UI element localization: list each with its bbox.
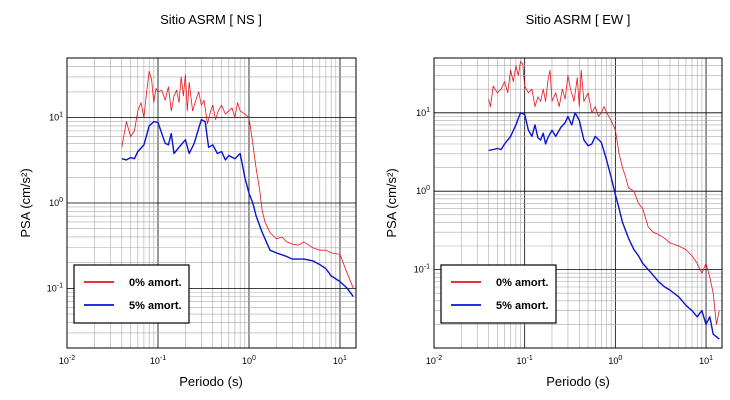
y-tick-label: 10-1 <box>47 282 63 293</box>
x-axis-label: Periodo (s) <box>546 374 610 389</box>
legend-label: 5% amort. <box>496 300 549 312</box>
legend: 0% amort. 5% amort. <box>440 264 557 324</box>
x-tick-label: 100 <box>242 355 256 366</box>
series-lines <box>488 61 720 340</box>
series-line-damping-5 <box>488 112 720 340</box>
chart-title: Sitio ASRM [ EW ] <box>526 12 631 27</box>
y-axis-label: PSA (cm/s²) <box>18 168 33 237</box>
x-tick-label: 101 <box>699 355 713 366</box>
legend-label: 0% amort. <box>496 277 549 289</box>
y-axis-label: PSA (cm/s²) <box>384 168 399 237</box>
legend: 0% amort. 5% amort. <box>73 264 190 324</box>
y-tick-labels: 10-1 100 101 <box>414 107 430 275</box>
x-tick-labels: 10-2 10-1 100 101 <box>426 355 713 366</box>
legend-box <box>73 264 190 324</box>
series-line-damping-0 <box>488 61 720 325</box>
x-tick-label: 10-2 <box>59 355 75 366</box>
legend-label: 0% amort. <box>129 277 182 289</box>
chart-panel-ew: Sitio ASRM [ EW ] 10-2 10-1 100 101 10-1 100… <box>384 12 723 389</box>
x-axis-label: Periodo (s) <box>179 374 243 389</box>
y-tick-label: 101 <box>416 107 430 118</box>
x-tick-label: 100 <box>608 355 622 366</box>
x-tick-label: 10-1 <box>150 355 166 366</box>
series-line-damping-5 <box>121 118 354 298</box>
y-tick-label: 10-1 <box>414 264 430 275</box>
chart-title: Sitio ASRM [ NS ] <box>160 12 262 27</box>
x-tick-label: 10-1 <box>517 355 533 366</box>
legend-label: 5% amort. <box>129 300 182 312</box>
y-tick-label: 101 <box>49 112 63 123</box>
legend-box <box>440 264 557 324</box>
x-tick-label: 101 <box>333 355 347 366</box>
x-tick-labels: 10-2 10-1 100 101 <box>59 355 347 366</box>
plot-frame <box>433 57 723 349</box>
plot-frame <box>66 57 357 349</box>
y-tick-label: 100 <box>49 197 63 208</box>
x-tick-label: 10-2 <box>426 355 442 366</box>
chart-panel-ns: Sitio ASRM [ NS ] 10-2 10-1 100 101 10-1 100… <box>18 12 357 389</box>
y-tick-labels: 10-1 100 101 <box>47 112 63 294</box>
series-lines <box>121 70 354 298</box>
series-line-damping-0 <box>121 70 354 289</box>
y-tick-label: 100 <box>416 185 430 196</box>
